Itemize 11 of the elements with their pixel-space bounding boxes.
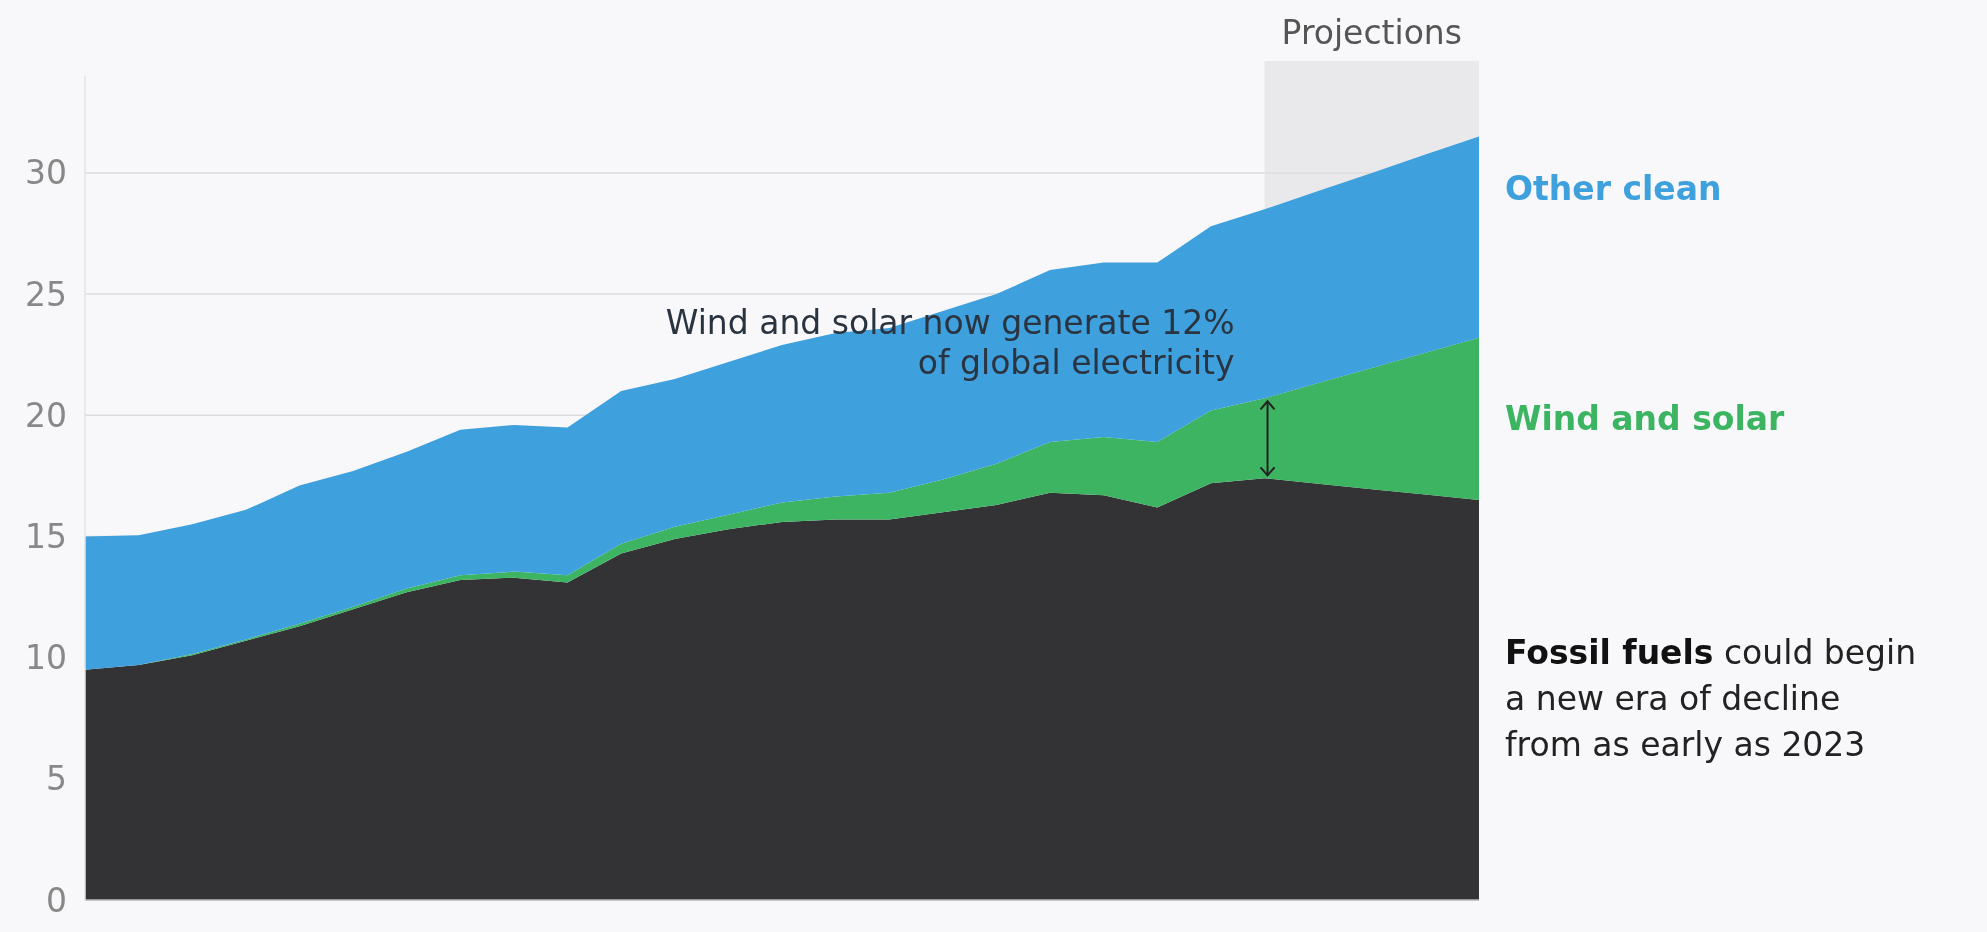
y-tick-label: 15 xyxy=(25,517,67,557)
y-tick-label: 30 xyxy=(25,153,67,193)
y-tick-label: 10 xyxy=(25,638,67,678)
text: Projections xyxy=(1281,13,1462,52)
y-tick-label: 5 xyxy=(46,759,67,799)
y-tick-label: 20 xyxy=(25,395,67,435)
y-tick-label: 25 xyxy=(25,274,67,314)
series-label: Wind and solar xyxy=(1505,399,1786,439)
series-label: Fossil fuels xyxy=(1505,632,1714,672)
series-label: Other clean xyxy=(1505,169,1722,209)
y-tick-label: 0 xyxy=(46,880,67,920)
